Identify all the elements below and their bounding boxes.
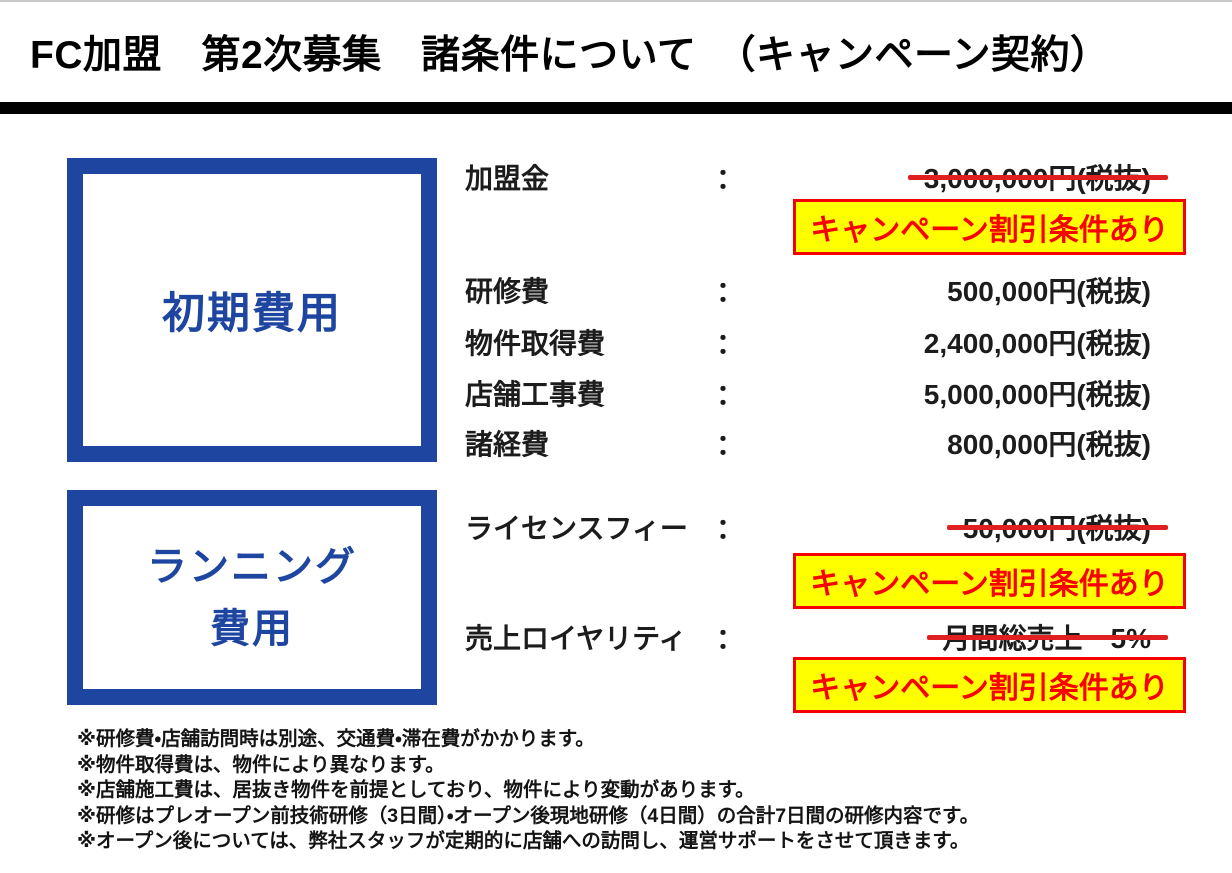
footnote-line: ※研修費・店舗訪問時は別途、交通費・滞在費がかかります。 [77,728,595,750]
footnotes: ※研修費・店舗訪問時は別途、交通費・滞在費がかかります。 ※物件取得費は、物件に… [77,727,1207,855]
fee-label: ライセンスフィー [465,513,688,544]
page-title: FC加盟 第2次募集 諸条件について （キャンペーン契約） [30,34,1110,77]
fee-value: 3,000,000円(税抜) [747,157,1169,197]
footnote-line: ※研修はプレオープン前技術研修（3日間）・オープン後現地研修（4日間）の合計7日… [77,804,980,827]
campaign-badge-text: キャンペーン割引条件あり [810,568,1169,601]
fee-colon: ： [715,623,744,654]
fee-row-misc: 諸経費 ： 800,000円(税抜) [465,423,1151,463]
fee-row-training: 研修費 ： 500,000円(税抜) [465,270,1151,310]
fee-value: 800,000円(税抜) [947,429,1151,460]
fee-row-license: ライセンスフィー ： 50,000円(税抜) [465,507,1169,547]
fee-row-property: 物件取得費 ： 2,400,000円(税抜) [465,322,1151,362]
fee-colon: ： [715,276,744,307]
campaign-badge-text: キャンペーン割引条件あり [810,672,1169,705]
title-divider-bar [0,102,1232,114]
fee-value: 50,000円(税抜) [747,507,1169,547]
struck-value: 月間総売上 5% [926,617,1169,657]
initial-cost-box: 初期費用 [67,158,437,462]
running-cost-label-line1: ランニング [147,544,357,589]
fee-label: 店舗工事費 [465,379,606,410]
footnote-line: ※物件取得費は、物件により異なります。 [77,753,445,776]
fee-colon: ： [715,379,744,410]
fee-value: 月間総売上 5% [747,617,1169,657]
campaign-badge-membership: キャンペーン割引条件あり [793,199,1186,255]
fee-label: 加盟金 [465,163,550,194]
fee-row-membership: 加盟金 ： 3,000,000円(税抜) [465,157,1169,197]
fee-value: 5,000,000円(税抜) [923,379,1151,410]
struck-value: 3,000,000円(税抜) [907,157,1169,197]
footnote-line: ※オープン後については、弊社スタッフが定期的に店舗への訪問し、運営サポートをさせ… [77,830,970,853]
running-cost-label-line2: 費用 [210,606,294,651]
fee-row-royalty: 売上ロイヤリティ ： 月間総売上 5% [465,617,1169,657]
fee-row-construction: 店舗工事費 ： 5,000,000円(税抜) [465,373,1151,413]
struck-value: 50,000円(税抜) [946,507,1169,547]
fee-label: 物件取得費 [465,328,606,359]
fee-colon: ： [715,429,744,460]
fee-value: 500,000円(税抜) [947,276,1151,307]
campaign-badge-royalty: キャンペーン割引条件あり [793,657,1186,713]
fee-value: 2,400,000円(税抜) [923,328,1151,359]
campaign-badge-license: キャンペーン割引条件あり [793,553,1186,609]
footnote-line: ※店舗施工費は、居抜き物件を前提としており、物件により変動があります。 [77,779,755,802]
fee-colon: ： [715,328,744,359]
fee-label: 売上ロイヤリティ [465,623,687,654]
initial-cost-label: 初期費用 [162,290,342,338]
top-border-line [0,0,1232,2]
campaign-badge-text: キャンペーン割引条件あり [810,214,1169,247]
fee-colon: ： [715,513,744,544]
fee-label: 諸経費 [465,429,550,460]
fee-colon: ： [715,163,744,194]
running-cost-box: ランニング 費用 [67,490,437,705]
fee-label: 研修費 [465,276,550,307]
